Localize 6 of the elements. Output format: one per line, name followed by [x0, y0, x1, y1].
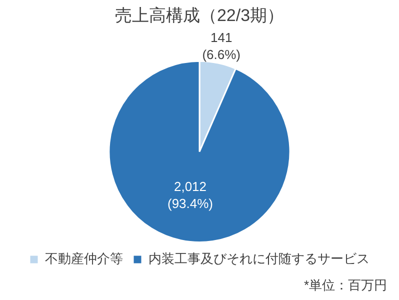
chart-title: 売上高構成（22/3期） — [114, 6, 284, 25]
legend-label: 内装工事及びそれに付随するサービス — [148, 251, 370, 266]
legend-label: 不動産仲介等 — [45, 251, 123, 266]
text: *単位：百万円 — [304, 278, 387, 293]
data-label: 141 (6.6%) — [202, 30, 240, 62]
data-label: 2,012 (93.4%) — [167, 179, 214, 212]
